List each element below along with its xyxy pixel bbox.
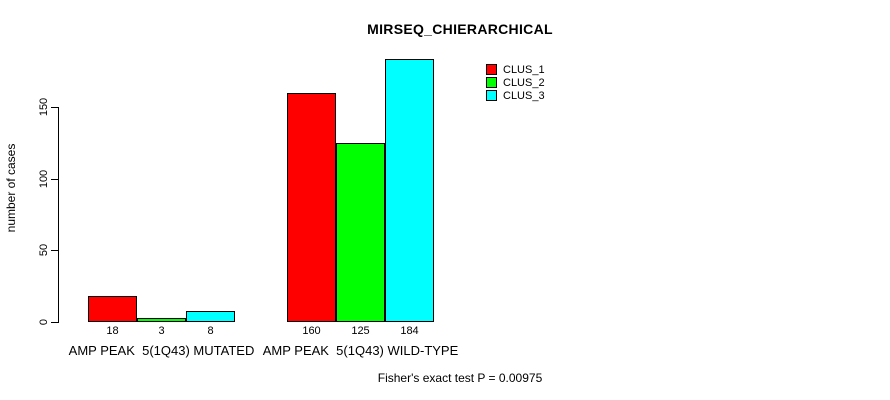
bar-clus_1-group2 bbox=[287, 93, 336, 322]
bar-clus_2-group1 bbox=[137, 318, 186, 322]
bar-value-label: 125 bbox=[351, 325, 370, 337]
category-label: AMP PEAK 5(1Q43) WILD-TYPE bbox=[262, 343, 459, 358]
y-tick-label: 100 bbox=[38, 169, 50, 189]
y-tick-label: 0 bbox=[38, 318, 50, 326]
legend-swatch-clus_2 bbox=[486, 77, 497, 88]
y-tick-label: 50 bbox=[38, 243, 50, 257]
y-axis-tick bbox=[51, 250, 58, 251]
bar-clus_2-group2 bbox=[336, 143, 385, 322]
bar-value-label: 18 bbox=[106, 325, 119, 337]
bar-clus_1-group1 bbox=[88, 296, 137, 322]
legend-item-clus_2: CLUS_2 bbox=[486, 76, 545, 89]
bar-clus_3-group2 bbox=[385, 59, 434, 322]
annotation-text: Fisher's exact test P = 0.00975 bbox=[377, 371, 543, 385]
legend-item-clus_3: CLUS_3 bbox=[486, 89, 545, 102]
legend-item-clus_1: CLUS_1 bbox=[486, 63, 545, 76]
y-tick-label: 150 bbox=[38, 97, 50, 117]
bar-clus_3-group1 bbox=[186, 311, 235, 322]
y-axis-line bbox=[58, 107, 59, 323]
legend-label: CLUS_3 bbox=[503, 89, 545, 102]
bar-value-label: 3 bbox=[158, 325, 165, 337]
legend: CLUS_1 CLUS_2 CLUS_3 bbox=[486, 63, 545, 102]
y-axis-tick bbox=[51, 107, 58, 108]
y-axis-tick bbox=[51, 322, 58, 323]
category-label: AMP PEAK 5(1Q43) MUTATED bbox=[68, 343, 255, 358]
legend-label: CLUS_1 bbox=[503, 63, 545, 76]
bar-value-label: 184 bbox=[400, 325, 419, 337]
legend-swatch-clus_1 bbox=[486, 64, 497, 75]
legend-swatch-clus_3 bbox=[486, 90, 497, 101]
legend-label: CLUS_2 bbox=[503, 76, 545, 89]
chart-title: MIRSEQ_CHIERARCHICAL bbox=[367, 21, 553, 37]
bar-value-label: 160 bbox=[302, 325, 321, 337]
bar-value-label: 8 bbox=[207, 325, 214, 337]
y-axis-tick bbox=[51, 179, 58, 180]
